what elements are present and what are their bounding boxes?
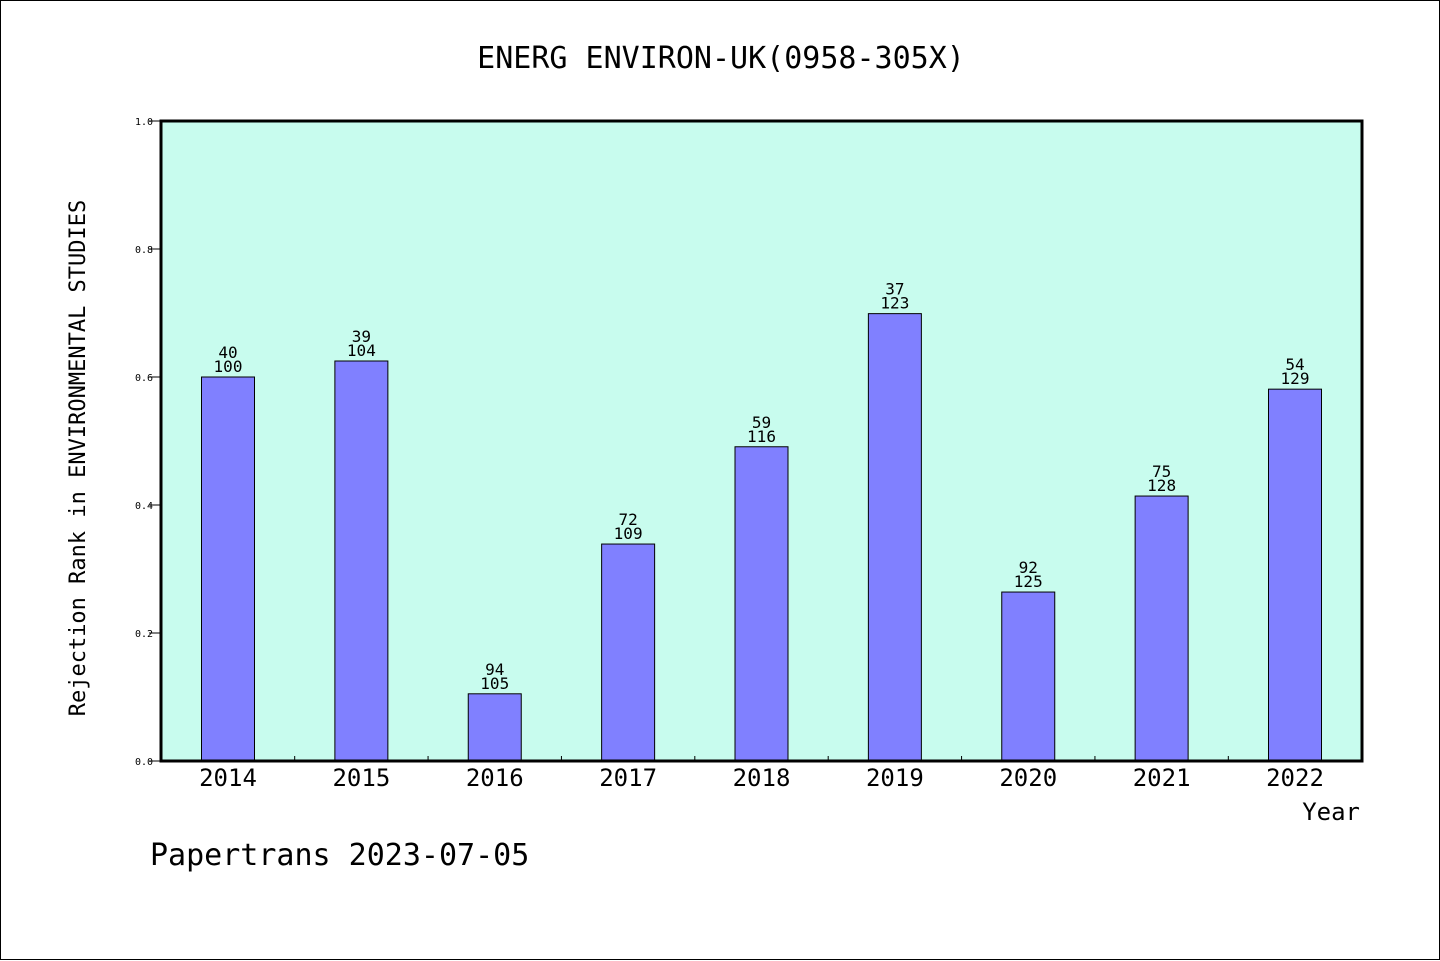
bar-rank-label: 40 (218, 343, 237, 362)
x-tick-label: 2020 (999, 764, 1057, 792)
x-tick-label: 2014 (199, 764, 257, 792)
x-tick-label: 2019 (866, 764, 924, 792)
x-tick-label: 2021 (1133, 764, 1191, 792)
bar-total-label: 109 (614, 524, 643, 543)
bar-rank-label: 75 (1152, 462, 1171, 481)
x-tick-label: 2016 (466, 764, 524, 792)
bar-total-label: 128 (1147, 476, 1176, 495)
bar-rank-label: 37 (885, 280, 904, 299)
bar-rank-label: 72 (618, 510, 637, 529)
y-tick-label: 0.2 (135, 629, 153, 640)
bar-2020 (1001, 591, 1056, 762)
bar-total-label: 100 (214, 357, 243, 376)
bar-2014 (201, 376, 255, 762)
footer-date: Papertrans 2023-07-05 (150, 838, 529, 873)
bar-total-label: 104 (347, 341, 376, 360)
y-axis-label: Rejection Rank in ENVIRONMENTAL STUDIES (66, 200, 91, 717)
x-tick-label: 2015 (332, 764, 390, 792)
bar-2015 (334, 360, 389, 762)
bar-2019 (867, 313, 922, 762)
bar-group (201, 313, 1322, 762)
y-tick-label: 1.0 (135, 117, 153, 128)
y-tick-label: 0.8 (135, 245, 153, 256)
bar-2021 (1134, 495, 1189, 762)
bar-rank-label: 54 (1285, 355, 1304, 374)
y-tick-label: 0.6 (135, 373, 153, 384)
bar-total-label: 123 (880, 294, 909, 313)
y-axis: 0.0 0.2 0.4 0.6 0.8 1.0 (135, 117, 161, 768)
bar-total-label: 125 (1014, 572, 1043, 591)
bar-total-label: 116 (747, 427, 776, 446)
bar-2017 (601, 543, 656, 762)
x-axis-label: Year (1302, 798, 1360, 826)
chart-title: ENERG ENVIRON-UK(0958-305X) (477, 41, 965, 76)
bar-2018 (734, 446, 789, 762)
plot-border (159, 119, 1364, 763)
bar-2022 (1268, 388, 1322, 762)
bar-rank-label: 94 (485, 660, 504, 679)
x-tick-label: 2017 (599, 764, 657, 792)
x-tick-label: 2018 (733, 764, 791, 792)
bar-rank-label: 39 (352, 327, 371, 346)
x-tick-label: 2022 (1266, 764, 1324, 792)
bar-total-label: 129 (1281, 369, 1310, 388)
x-axis: 2014 2015 2016 2017 2018 2019 2020 2021 2022 (199, 756, 1324, 792)
bar-total-label: 105 (480, 674, 509, 693)
y-tick-label: 0.0 (135, 757, 153, 768)
bar-rank-label: 92 (1019, 558, 1038, 577)
bar-rank-label: 59 (752, 413, 771, 432)
bar-2016 (467, 693, 522, 762)
y-tick-label: 0.4 (135, 501, 153, 512)
